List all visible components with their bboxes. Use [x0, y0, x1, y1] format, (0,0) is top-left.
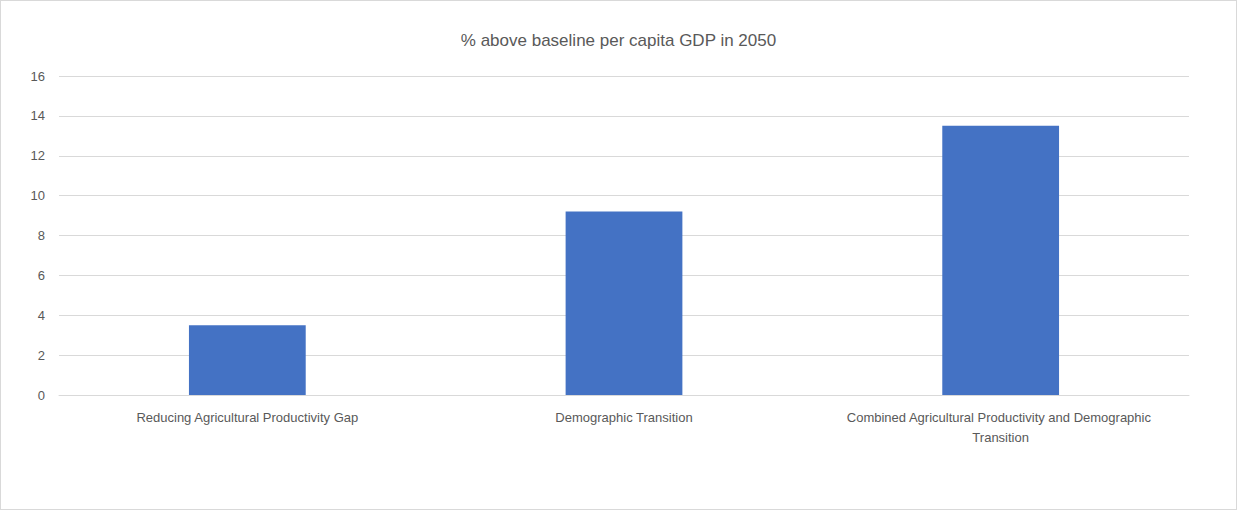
svg-text:8: 8: [38, 228, 45, 243]
svg-text:Demographic Transition: Demographic Transition: [555, 410, 692, 425]
svg-text:Reducing Agricultural Producti: Reducing Agricultural Productivity Gap: [136, 410, 358, 425]
svg-text:% above baseline per capita GD: % above baseline per capita GDP in 2050: [461, 31, 776, 50]
svg-text:14: 14: [31, 108, 45, 123]
svg-text:4: 4: [38, 308, 45, 323]
svg-text:10: 10: [31, 188, 45, 203]
svg-text:12: 12: [31, 148, 45, 163]
svg-text:6: 6: [38, 268, 45, 283]
svg-text:2: 2: [38, 348, 45, 363]
svg-text:16: 16: [31, 69, 45, 84]
svg-text:0: 0: [38, 388, 45, 403]
svg-text:Transition: Transition: [972, 430, 1029, 445]
svg-text:Combined Agricultural Producti: Combined Agricultural Productivity and D…: [847, 410, 1155, 425]
